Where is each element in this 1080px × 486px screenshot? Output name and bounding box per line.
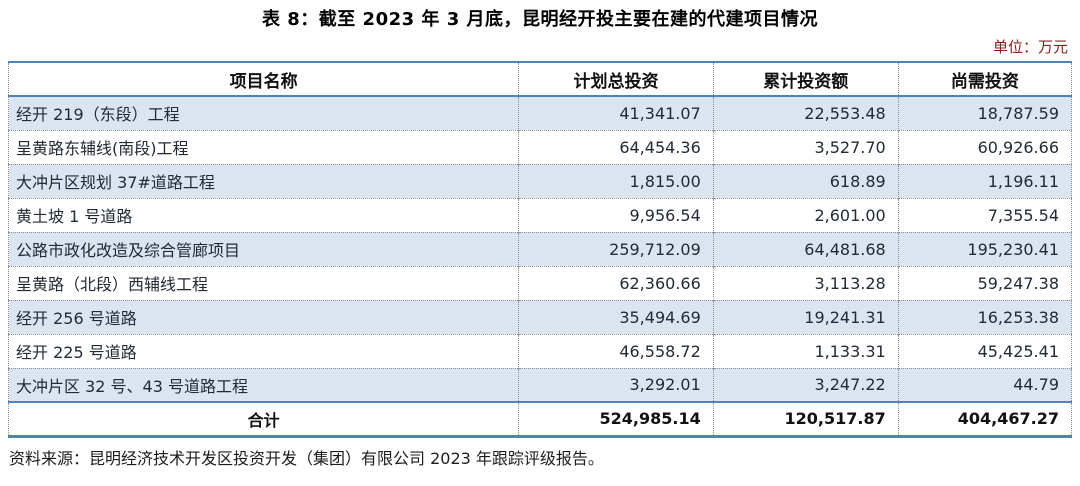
project-name-cell: 黄土坡 1 号道路 — [16, 207, 133, 226]
total-remaining: 404,467.27 — [897, 402, 1072, 436]
source-note: 资料来源：昆明经济技术开发区投资开发（集团）有限公司 2023 年跟踪评级报告。 — [9, 448, 604, 468]
project-name-cell: 公路市政化改造及综合管廊项目 — [16, 241, 241, 260]
planned-cell: 3,292.01 — [518, 368, 714, 402]
total-invested: 120,517.87 — [712, 402, 899, 436]
invested-cell: 1,133.31 — [712, 334, 899, 368]
planned-cell: 64,454.36 — [518, 130, 714, 164]
invested-cell: 2,601.00 — [712, 198, 899, 232]
header-remaining-investment: 尚需投资 — [897, 62, 1072, 96]
project-name-cell: 大冲片区 32 号、43 号道路工程 — [16, 376, 248, 396]
table-row: 经开 225 号道路 46,558.72 1,133.31 45,425.41 — [8, 334, 1072, 368]
table-row: 黄土坡 1 号道路 9,956.54 2,601.00 7,355.54 — [8, 198, 1072, 232]
header-row: 项目名称 计划总投资 累计投资额 尚需投资 — [8, 62, 1072, 96]
project-name-cell: 呈黄路（北段）西辅线工程 — [16, 275, 209, 294]
remaining-cell: 45,425.41 — [897, 334, 1072, 368]
table-title: 表 8：截至 2023 年 3 月底，昆明经开投主要在建的代建项目情况 — [262, 9, 818, 30]
invested-cell: 3,113.28 — [712, 266, 899, 300]
projects-table: 项目名称 计划总投资 累计投资额 尚需投资 经开 219（东段）工程 41,341… — [8, 61, 1072, 438]
remaining-cell: 195,230.41 — [897, 232, 1072, 266]
table-body: 经开 219（东段）工程 41,341.07 22,553.48 18,787.59 呈… — [8, 96, 1072, 402]
planned-cell: 35,494.69 — [518, 300, 714, 334]
table-row: 呈黄路东辅线(南段)工程 64,454.36 3,527.70 60,926.66 — [8, 130, 1072, 164]
invested-cell: 3,247.22 — [712, 368, 899, 402]
header-planned-investment: 计划总投资 — [518, 62, 714, 96]
total-row: 合计 524,985.14 120,517.87 404,467.27 — [8, 402, 1072, 436]
project-name-cell: 大冲片区规划 37#道路工程 — [16, 173, 215, 192]
planned-cell: 41,341.07 — [518, 96, 714, 130]
planned-cell: 1,815.00 — [518, 164, 714, 198]
header-project-name: 项目名称 — [8, 62, 519, 96]
remaining-cell: 59,247.38 — [897, 266, 1072, 300]
project-name-cell: 经开 256 号道路 — [16, 309, 137, 328]
table-row: 大冲片区规划 37#道路工程 1,815.00 618.89 1,196.11 — [8, 164, 1072, 198]
remaining-cell: 18,787.59 — [897, 96, 1072, 130]
table-row: 呈黄路（北段）西辅线工程 62,360.66 3,113.28 59,247.38 — [8, 266, 1072, 300]
remaining-cell: 7,355.54 — [897, 198, 1072, 232]
planned-cell: 259,712.09 — [518, 232, 714, 266]
invested-cell: 3,527.70 — [712, 130, 899, 164]
invested-cell: 64,481.68 — [712, 232, 899, 266]
planned-cell: 9,956.54 — [518, 198, 714, 232]
invested-cell: 22,553.48 — [712, 96, 899, 130]
table-row: 经开 219（东段）工程 41,341.07 22,553.48 18,787.59 — [8, 96, 1072, 130]
project-name-cell: 呈黄路东辅线(南段)工程 — [16, 139, 189, 158]
header-cumulative-investment: 累计投资额 — [712, 62, 899, 96]
project-name-cell: 经开 219（东段）工程 — [16, 105, 180, 125]
table-row: 大冲片区 32 号、43 号道路工程 3,292.01 3,247.22 44.79 — [8, 368, 1072, 402]
planned-cell: 46,558.72 — [518, 334, 714, 368]
table-row: 公路市政化改造及综合管廊项目 259,712.09 64,481.68 195,230… — [8, 232, 1072, 266]
planned-cell: 62,360.66 — [518, 266, 714, 300]
remaining-cell: 44.79 — [897, 368, 1072, 402]
unit-note: 单位：万元 — [992, 38, 1068, 56]
table-footer: 合计 524,985.14 120,517.87 404,467.27 — [8, 402, 1072, 436]
remaining-cell: 16,253.38 — [897, 300, 1072, 334]
remaining-cell: 1,196.11 — [897, 164, 1072, 198]
table-row: 经开 256 号道路 35,494.69 19,241.31 16,253.38 — [8, 300, 1072, 334]
invested-cell: 618.89 — [712, 164, 899, 198]
table-header: 项目名称 计划总投资 累计投资额 尚需投资 — [8, 62, 1072, 96]
remaining-cell: 60,926.66 — [897, 130, 1072, 164]
project-name-cell: 经开 225 号道路 — [16, 343, 137, 362]
total-label: 合计 — [8, 402, 519, 436]
total-planned: 524,985.14 — [518, 402, 714, 436]
invested-cell: 19,241.31 — [712, 300, 899, 334]
